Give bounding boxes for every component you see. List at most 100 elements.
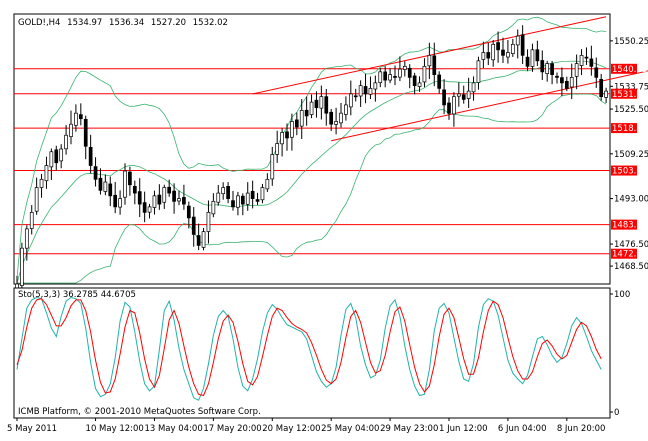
candle-119 bbox=[599, 73, 604, 101]
price-tick-label-3: 1509.25 bbox=[614, 150, 648, 160]
svg-text:1472.99: 1472.99 bbox=[612, 250, 647, 260]
horizontal-levels bbox=[14, 68, 610, 255]
candle-67 bbox=[344, 96, 348, 121]
candle-112 bbox=[564, 76, 569, 92]
candle-53 bbox=[275, 130, 280, 163]
level-tag-2: 1518.59 bbox=[611, 123, 647, 134]
candle-34 bbox=[182, 184, 186, 210]
candle-106 bbox=[535, 40, 540, 66]
level-tag-0: 1540.11 bbox=[611, 63, 647, 75]
candle-70 bbox=[358, 80, 363, 107]
stochastic-pane-frame bbox=[13, 287, 611, 419]
candle-32 bbox=[172, 183, 176, 214]
candle-113 bbox=[569, 63, 574, 100]
candle-48 bbox=[250, 180, 255, 209]
candle-63 bbox=[324, 88, 329, 126]
time-tick-label-3: 17 May 20:00 bbox=[203, 424, 261, 434]
candle-82 bbox=[417, 76, 422, 92]
candle-56 bbox=[290, 113, 294, 151]
candle-47 bbox=[245, 182, 250, 211]
candle-29 bbox=[157, 184, 162, 210]
price-pane[interactable]: GOLD!,H4 1534.97 1536.34 1527.20 1532.02 bbox=[13, 13, 648, 299]
candle-100 bbox=[506, 40, 510, 64]
candle-2 bbox=[24, 225, 29, 261]
time-tick-label-2: 13 May 04:00 bbox=[144, 424, 202, 434]
candle-74 bbox=[378, 68, 383, 88]
candle-84 bbox=[427, 42, 432, 80]
price-pane-frame bbox=[13, 13, 611, 285]
level-tag-4: 1483.55 bbox=[611, 219, 647, 231]
candle-94 bbox=[476, 56, 481, 90]
candle-43 bbox=[226, 182, 230, 204]
level-tag-1: 1531.05 bbox=[611, 88, 647, 100]
candle-33 bbox=[177, 190, 181, 206]
time-tick-label-7: 1 Jun 12:00 bbox=[439, 424, 488, 434]
stochastic-tick-label-0: 100 bbox=[614, 290, 630, 300]
candle-110 bbox=[555, 72, 559, 84]
candle-20 bbox=[113, 181, 118, 214]
candle-77 bbox=[393, 65, 397, 86]
candle-22 bbox=[123, 163, 127, 205]
level-tag-3: 1503.18 bbox=[611, 165, 647, 177]
candle-40 bbox=[211, 193, 216, 218]
candle-10 bbox=[64, 125, 68, 155]
candle-103 bbox=[520, 25, 525, 65]
price-tick-label-1: 1533.75 bbox=[614, 82, 648, 92]
stochastic-pane[interactable]: Sto(5,3,3) 36.2785 44.6705 ICMB Platform… bbox=[13, 287, 611, 419]
candle-31 bbox=[167, 179, 172, 197]
time-tick-label-5: 25 May 04:00 bbox=[321, 424, 379, 434]
time-tick-label-0: 5 May 2011 bbox=[7, 424, 57, 434]
svg-text:1483.55: 1483.55 bbox=[612, 221, 647, 231]
candle-81 bbox=[412, 72, 417, 95]
candle-116 bbox=[584, 47, 589, 65]
time-tick-label-4: 20 May 12:00 bbox=[262, 424, 320, 434]
candle-55 bbox=[285, 123, 289, 151]
candle-36 bbox=[191, 207, 196, 247]
candle-108 bbox=[545, 60, 550, 82]
time-tick-label-8: 6 Jun 04:00 bbox=[498, 424, 547, 434]
candle-13 bbox=[78, 103, 83, 126]
candle-1 bbox=[20, 242, 24, 294]
candle-50 bbox=[260, 183, 265, 204]
price-axis: 1550.25 1533.75 1525.50 1509.25 1493.00 1476.… bbox=[610, 37, 648, 272]
candle-57 bbox=[294, 112, 299, 136]
candle-15 bbox=[88, 134, 93, 174]
candle-26 bbox=[142, 191, 147, 223]
candle-68 bbox=[348, 80, 353, 116]
candle-69 bbox=[353, 88, 358, 102]
candle-111 bbox=[560, 67, 564, 97]
candle-3 bbox=[29, 205, 34, 235]
price-tick-label-4: 1493.00 bbox=[614, 195, 648, 205]
candle-86 bbox=[437, 71, 442, 94]
candle-54 bbox=[280, 128, 284, 157]
bollinger-bands bbox=[16, 16, 607, 284]
price-tick-label-0: 1550.25 bbox=[614, 37, 648, 47]
candle-117 bbox=[589, 45, 594, 76]
candle-61 bbox=[314, 91, 319, 118]
stochastic-title: Sto(5,3,3) 36.2785 44.6705 bbox=[18, 290, 136, 300]
candle-12 bbox=[74, 104, 78, 132]
candlesticks bbox=[15, 25, 608, 299]
candle-66 bbox=[339, 102, 343, 128]
candle-76 bbox=[388, 68, 392, 84]
svg-text:1540.11: 1540.11 bbox=[612, 65, 647, 75]
channel-lower[interactable] bbox=[331, 50, 648, 142]
svg-text:1503.18: 1503.18 bbox=[612, 167, 647, 177]
candle-6 bbox=[44, 156, 49, 189]
stochastic-lines bbox=[16, 296, 602, 401]
candle-101 bbox=[510, 38, 515, 57]
candle-30 bbox=[162, 184, 167, 209]
candle-91 bbox=[461, 85, 466, 104]
candle-28 bbox=[152, 190, 157, 215]
candle-60 bbox=[309, 94, 314, 119]
candle-24 bbox=[132, 180, 137, 205]
candle-64 bbox=[329, 108, 334, 132]
stochastic-main-line bbox=[16, 296, 602, 401]
candle-87 bbox=[442, 79, 446, 115]
candle-44 bbox=[231, 191, 235, 211]
candle-120 bbox=[604, 87, 608, 103]
candle-42 bbox=[221, 182, 226, 200]
candle-95 bbox=[481, 41, 486, 69]
candle-97 bbox=[491, 39, 496, 67]
